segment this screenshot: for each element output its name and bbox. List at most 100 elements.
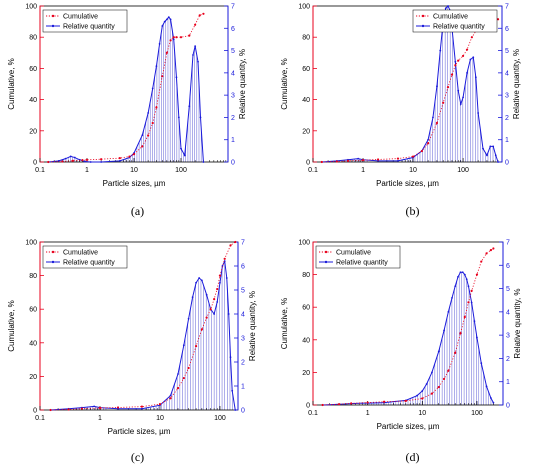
relative-quantity-point: [175, 76, 178, 79]
relative-quantity-point: [225, 277, 228, 279]
relative-quantity-point: [477, 112, 480, 114]
y-left-tick-label: 80: [302, 272, 310, 279]
y-right-tick-label: 3: [241, 336, 245, 343]
relative-quantity-point: [231, 389, 234, 392]
cumulative-point: [49, 408, 52, 412]
cumulative-point: [470, 289, 473, 292]
relative-quantity-point: [457, 276, 459, 278]
cumulative-point: [382, 400, 386, 403]
x-tick-label: 1: [98, 415, 102, 422]
legend-box: [315, 245, 401, 269]
cumulative-point: [218, 274, 222, 277]
relative-quantity-point: [444, 7, 447, 10]
y-right-tick-label: 1: [241, 384, 245, 391]
y-right-tick-label: 5: [231, 48, 235, 55]
x-tick-label: 0.1: [308, 167, 318, 174]
relative-quantity-point: [73, 156, 76, 159]
cumulative-point: [437, 385, 440, 389]
relative-quantity-point: [219, 281, 221, 284]
cumulative-point: [61, 160, 64, 163]
relative-quantity-point: [172, 38, 175, 41]
cumulative-point: [337, 403, 341, 406]
relative-quantity-point: [141, 407, 143, 410]
relative-quantity-point: [64, 157, 67, 160]
relative-quantity-point: [182, 344, 185, 347]
y-left-tick-label: 80: [302, 35, 310, 42]
cumulative-point: [229, 244, 232, 247]
cumulative-point: [459, 332, 462, 335]
chart-a: 0.1 1 10 100 0 20 40 60 80 100 0 1 2 3 4 5 6 7 Particle si…: [7, 4, 247, 189]
relative-quantity-point: [459, 103, 462, 105]
y-right-tick-label: 3: [506, 333, 510, 340]
relative-quantity-point: [169, 394, 172, 397]
cumulative-point: [158, 403, 162, 406]
y-right-tick-label: 7: [241, 240, 245, 247]
y-left-tick-label: 20: [29, 128, 37, 135]
cumulative-point: [182, 376, 185, 380]
cumulative-point: [175, 36, 178, 39]
cumulative-point: [223, 257, 226, 260]
cumulative-point: [151, 121, 154, 125]
relative-quantity-point: [466, 71, 468, 74]
cumulative-point: [198, 14, 201, 17]
y-right-tick-label: 4: [505, 70, 509, 77]
relative-quantity-point: [482, 147, 484, 150]
x-tick-label: 10: [130, 167, 138, 174]
cumulative-point: [141, 145, 144, 148]
relative-quantity-point: [151, 87, 154, 90]
cumulative-point: [411, 155, 415, 158]
legend-marker-cumulative: [324, 250, 328, 254]
relative-quantity-point: [436, 85, 438, 88]
cumulative-point: [234, 240, 237, 244]
legend-label-cumulative: Cumulative: [63, 250, 98, 257]
cumulative-point: [463, 315, 466, 319]
relative-quantity-point: [443, 329, 445, 332]
x-tick-label: 1: [366, 410, 370, 417]
y-left-tick-label: 60: [29, 307, 37, 314]
y-right-tick-label: 5: [506, 286, 510, 293]
relative-quantity-point: [197, 60, 199, 63]
y-left-tick-label: 20: [302, 128, 310, 135]
cumulative-point: [116, 406, 120, 409]
y-left-tick-label: 40: [302, 337, 310, 344]
cumulative-point: [420, 149, 423, 153]
cumulative-point: [194, 345, 198, 348]
cumulative-point: [147, 134, 150, 137]
cumulative-point: [216, 287, 219, 291]
cumulative-point: [450, 73, 454, 76]
y-right-tick-label: 6: [505, 26, 509, 33]
cumulative-point: [427, 142, 430, 145]
x-tick-label: 1: [361, 167, 365, 174]
relative-quantity-point: [195, 281, 197, 284]
cumulative-point: [172, 36, 175, 39]
legend-marker-relative: [324, 260, 328, 264]
legend-box: [412, 9, 498, 33]
relative-quantity-point: [221, 265, 224, 267]
relative-quantity-point: [183, 154, 186, 157]
y-left-tick-label: 60: [302, 66, 310, 73]
cumulative-point: [169, 397, 172, 400]
cumulative-point: [132, 153, 136, 156]
y-right-tick-label: 2: [231, 115, 235, 122]
cumulative-point: [475, 273, 479, 276]
y-left-tick-label: 60: [302, 305, 310, 312]
cumulative-point: [454, 64, 457, 67]
cumulative-point: [194, 23, 197, 26]
cumulative-point: [187, 366, 190, 370]
relative-quantity-point: [439, 49, 442, 52]
y-right-tick-label: 2: [506, 356, 510, 363]
cumulative-point: [205, 316, 208, 319]
relative-quantity-point: [463, 273, 466, 276]
relative-quantity-point: [397, 159, 399, 162]
relative-quantity-point: [465, 278, 468, 281]
cumulative-point: [485, 252, 488, 255]
y-right-tick-label: 4: [241, 312, 245, 319]
cumulative-point: [213, 298, 216, 301]
relative-quantity-point: [191, 296, 194, 299]
cumulative-point: [320, 160, 323, 164]
cumulative-point: [346, 159, 350, 163]
cumulative-point: [155, 106, 158, 109]
relative-quantity-point: [118, 159, 121, 162]
cumulative-point: [467, 301, 470, 304]
cumulative-point: [321, 403, 324, 407]
